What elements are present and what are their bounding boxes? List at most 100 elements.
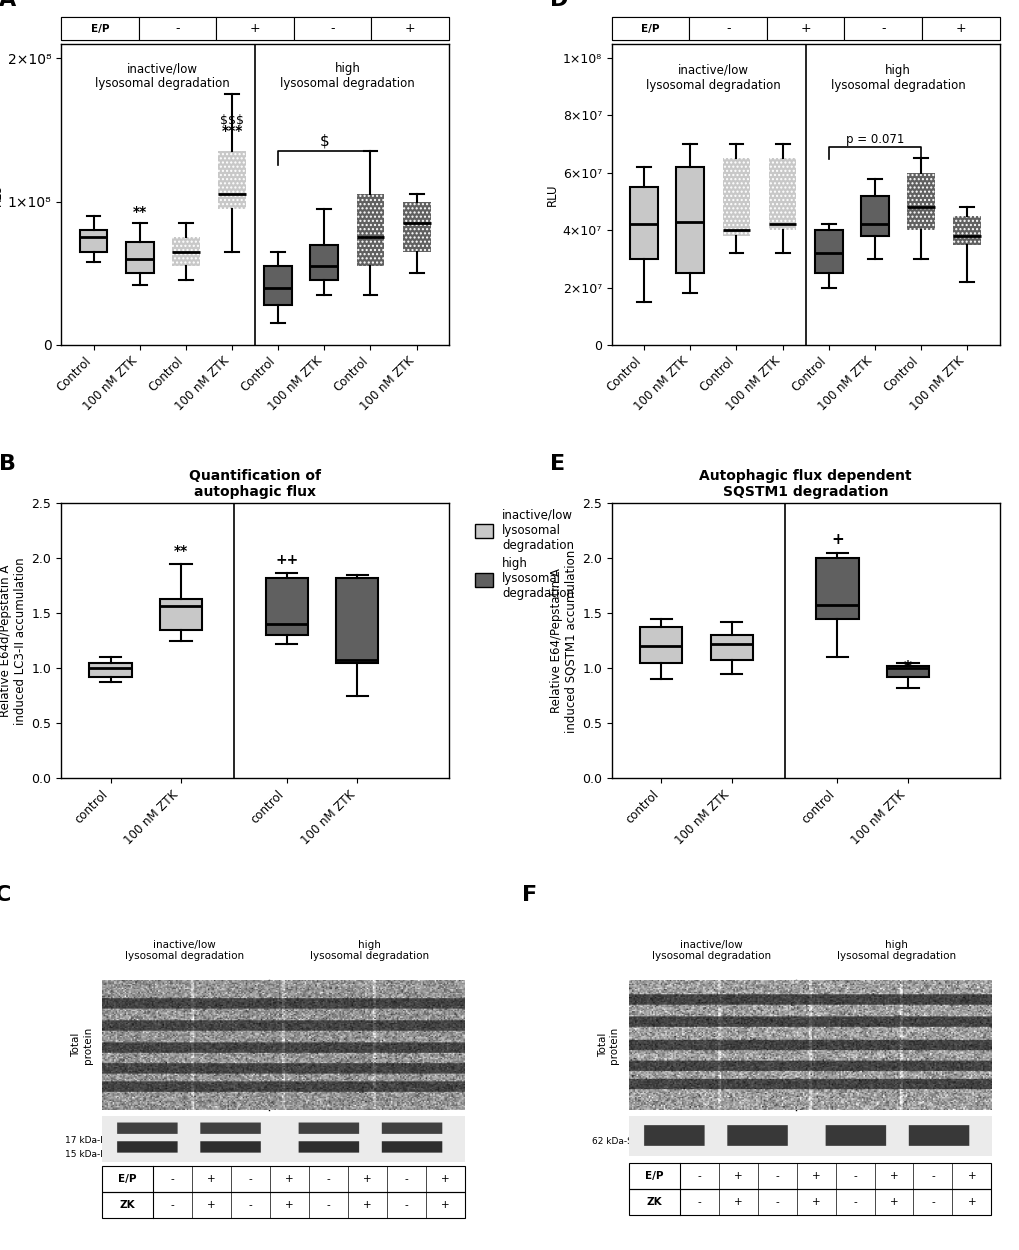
Text: Total
protein: Total protein xyxy=(71,1026,93,1064)
Text: +: + xyxy=(734,1171,742,1181)
Text: +: + xyxy=(405,22,415,35)
Text: +: + xyxy=(811,1171,819,1181)
Text: +: + xyxy=(967,1198,975,1208)
Bar xyxy=(102,1191,464,1218)
Text: -: - xyxy=(852,1171,856,1181)
Text: ++: ++ xyxy=(275,554,299,568)
Text: -: - xyxy=(330,22,334,35)
Bar xyxy=(629,1162,990,1189)
Text: inactive/low
lysosomal degradation: inactive/low lysosomal degradation xyxy=(96,62,230,90)
PathPatch shape xyxy=(357,194,384,266)
PathPatch shape xyxy=(310,245,338,280)
Text: +: + xyxy=(967,1171,975,1181)
Text: E/P: E/P xyxy=(118,1174,137,1184)
Title: LC3-II: LC3-II xyxy=(230,21,279,36)
Text: F: F xyxy=(522,885,537,905)
Text: +: + xyxy=(363,1174,371,1184)
Y-axis label: Relative E64d/Pepstatin A
induced LC3-II accumulation: Relative E64d/Pepstatin A induced LC3-II… xyxy=(0,558,28,725)
Text: -: - xyxy=(697,1171,700,1181)
PathPatch shape xyxy=(125,241,154,274)
Text: high
lysosomal degradation: high lysosomal degradation xyxy=(310,940,429,961)
PathPatch shape xyxy=(676,168,703,274)
Bar xyxy=(629,1189,990,1215)
Text: *: * xyxy=(903,660,911,675)
Text: +: + xyxy=(811,1198,819,1208)
Text: +: + xyxy=(800,22,810,35)
Text: +: + xyxy=(250,22,260,35)
PathPatch shape xyxy=(160,599,202,630)
Text: +: + xyxy=(284,1200,293,1210)
PathPatch shape xyxy=(815,559,858,619)
Text: E/P: E/P xyxy=(91,24,109,34)
PathPatch shape xyxy=(264,266,291,305)
Text: +: + xyxy=(440,1200,449,1210)
Text: +: + xyxy=(207,1174,216,1184)
Text: -: - xyxy=(930,1171,934,1181)
Text: -: - xyxy=(880,22,884,35)
Text: -: - xyxy=(170,1200,174,1210)
Bar xyxy=(102,1166,464,1191)
Y-axis label: RLU: RLU xyxy=(0,182,3,205)
Text: -: - xyxy=(930,1198,934,1208)
Text: **: ** xyxy=(132,205,147,219)
Text: inactive/low
lysosomal degradation: inactive/low lysosomal degradation xyxy=(125,940,244,961)
Title: SQSTM1: SQSTM1 xyxy=(769,21,841,36)
Y-axis label: RLU: RLU xyxy=(545,182,558,205)
Text: +: + xyxy=(734,1198,742,1208)
Text: 17 kDa-LC3-I: 17 kDa-LC3-I xyxy=(65,1135,123,1145)
Title: Autophagic flux dependent
SQSTM1 degradation: Autophagic flux dependent SQSTM1 degrada… xyxy=(699,469,911,500)
PathPatch shape xyxy=(639,626,682,662)
PathPatch shape xyxy=(403,201,430,251)
Text: 62 kDa-SQSTM1: 62 kDa-SQSTM1 xyxy=(592,1138,664,1146)
Text: ZK: ZK xyxy=(120,1200,136,1210)
Text: ZK: ZK xyxy=(646,1198,661,1208)
PathPatch shape xyxy=(336,579,378,662)
PathPatch shape xyxy=(218,151,246,209)
Text: +: + xyxy=(440,1174,449,1184)
Legend: inactive/low
lysosomal
degradation, high
lysosomal
degradation: inactive/low lysosomal degradation, high… xyxy=(470,504,579,605)
Text: **: ** xyxy=(174,545,187,559)
PathPatch shape xyxy=(265,579,308,635)
Text: $: $ xyxy=(319,134,329,149)
Text: -: - xyxy=(774,1198,779,1208)
PathPatch shape xyxy=(90,662,131,678)
PathPatch shape xyxy=(860,196,888,236)
Text: +: + xyxy=(955,22,965,35)
Text: $$$: $$$ xyxy=(220,114,244,128)
Text: -: - xyxy=(404,1174,408,1184)
Text: E/P: E/P xyxy=(641,24,659,34)
PathPatch shape xyxy=(630,188,657,259)
Y-axis label: Relative E64/Pepstatin A
induced SQSTM1 accumulation: Relative E64/Pepstatin A induced SQSTM1 … xyxy=(549,549,578,732)
Text: high
lysosomal degradation: high lysosomal degradation xyxy=(829,64,964,91)
Text: C: C xyxy=(0,885,11,905)
Text: -: - xyxy=(175,22,179,35)
Text: +: + xyxy=(889,1171,898,1181)
Text: -: - xyxy=(249,1174,252,1184)
Text: -: - xyxy=(249,1200,252,1210)
PathPatch shape xyxy=(768,159,796,230)
Text: high
lysosomal degradation: high lysosomal degradation xyxy=(280,62,415,90)
PathPatch shape xyxy=(710,635,752,660)
PathPatch shape xyxy=(886,666,928,678)
Text: +: + xyxy=(363,1200,371,1210)
Text: ***: *** xyxy=(221,125,243,139)
Text: B: B xyxy=(0,454,16,474)
Title: Quantification of
autophagic flux: Quantification of autophagic flux xyxy=(189,469,321,500)
Text: high
lysosomal degradation: high lysosomal degradation xyxy=(837,940,956,961)
Text: -: - xyxy=(404,1200,408,1210)
Text: -: - xyxy=(774,1171,779,1181)
PathPatch shape xyxy=(721,159,750,236)
Text: E/P: E/P xyxy=(645,1171,663,1181)
Text: +: + xyxy=(207,1200,216,1210)
PathPatch shape xyxy=(906,173,934,230)
Text: -: - xyxy=(852,1198,856,1208)
Text: -: - xyxy=(326,1174,330,1184)
Text: 15 kDa-LC3-II: 15 kDa-LC3-II xyxy=(65,1150,126,1159)
Text: A: A xyxy=(0,0,16,10)
Text: -: - xyxy=(697,1198,700,1208)
Text: p = 0.071: p = 0.071 xyxy=(845,134,903,146)
Text: -: - xyxy=(326,1200,330,1210)
Text: inactive/low
lysosomal degradation: inactive/low lysosomal degradation xyxy=(651,940,770,961)
PathPatch shape xyxy=(79,230,107,251)
PathPatch shape xyxy=(172,238,200,266)
